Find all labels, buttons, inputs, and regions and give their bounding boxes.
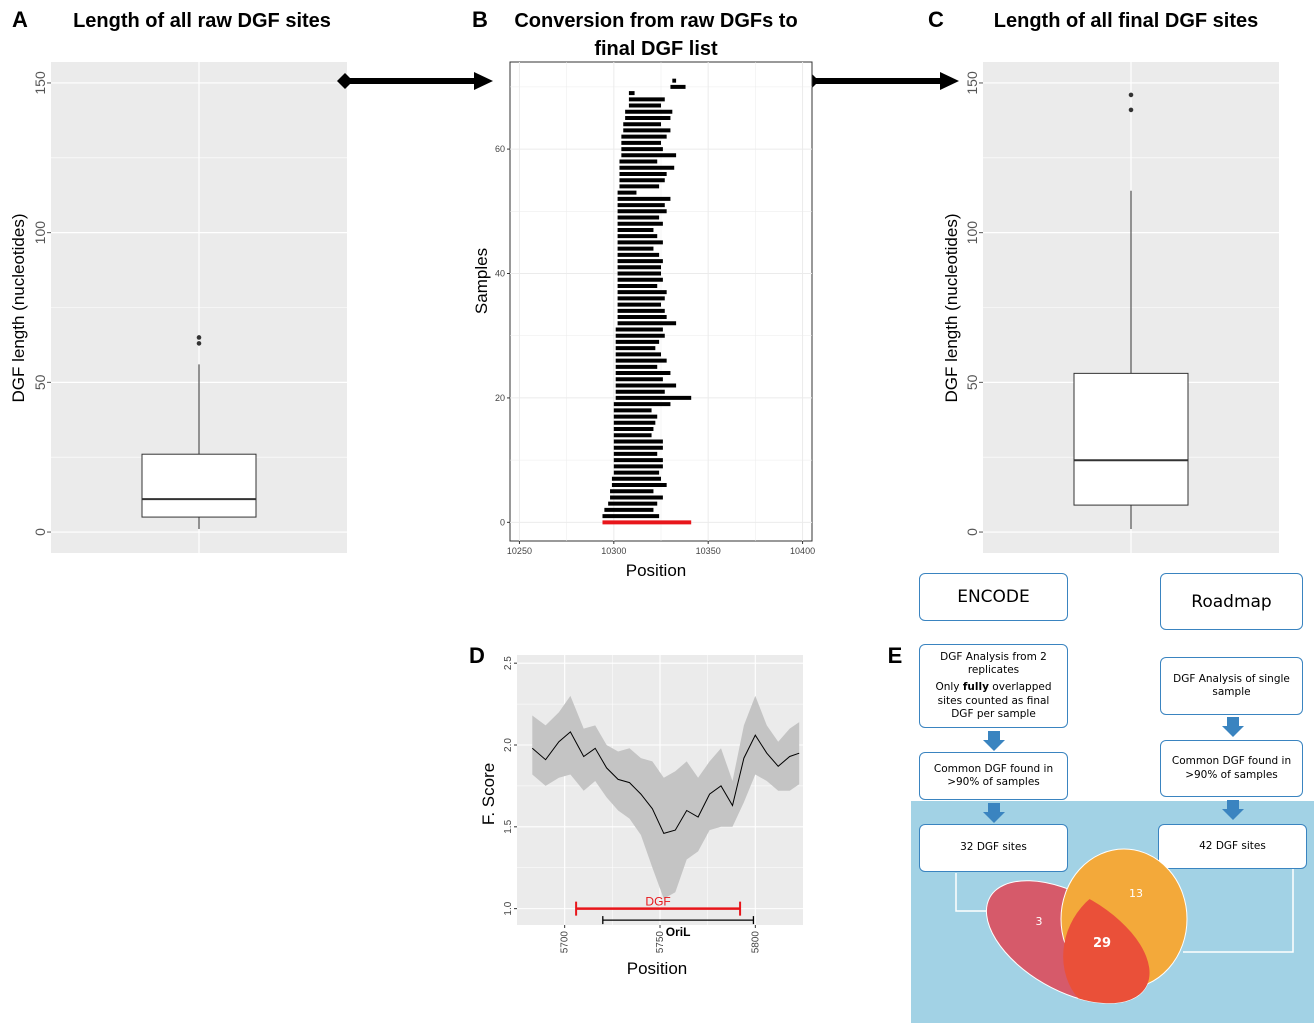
- panel-d-ticks: 5700 5750 5800 1.0 1.5 2.0 2.5: [503, 656, 761, 953]
- panel-b-xtick-label: 10250: [507, 546, 532, 556]
- panel-d-annotations: DGF OriL: [575, 895, 755, 939]
- panel-d-confidence-ribbon: [532, 695, 800, 899]
- diamond-icon: [337, 73, 353, 89]
- panel-c-ylabel: DGF length (nucleotides): [942, 214, 961, 403]
- panel-d-xlabel: Position: [627, 959, 687, 978]
- encode-analysis-line1: DGF Analysis from 2 replicates: [940, 651, 1047, 677]
- venn-overlap-count: 29: [1093, 936, 1111, 951]
- venn-diagram: 3 13 29: [955, 848, 1294, 1004]
- encode-analysis-box: DGF Analysis from 2 replicates Only full…: [919, 644, 1068, 728]
- panel-b-segments: [602, 78, 692, 525]
- fscore-line: [531, 731, 800, 834]
- panel-a-letter: A: [12, 7, 28, 32]
- panel-a-ytick-label: 0: [32, 528, 48, 536]
- encode-title: ENCODE: [957, 587, 1030, 607]
- encode-analysis-post: overlapped sites counted as final DGF pe…: [937, 681, 1052, 720]
- panel-c-ytick-label: 50: [964, 374, 980, 390]
- panel-a-ylabel: DGF length (nucleotides): [9, 214, 28, 403]
- panel-d-ylabel: F. Score: [479, 763, 498, 825]
- panel-b-ylabel: Samples: [472, 248, 491, 314]
- panel-b-xtick-label: 10400: [790, 546, 815, 556]
- panel-a-ytick-label: 50: [32, 374, 48, 390]
- panel-a-outlier: [196, 341, 202, 346]
- arrowhead-icon: [474, 72, 493, 90]
- panel-d-xtick-label: 5700: [560, 931, 571, 954]
- panel-c-ytick-label: 150: [964, 71, 980, 95]
- encode-common-text: Common DGF found in >90% of samples: [933, 762, 1054, 788]
- panel-a-title: Length of all raw DGF sites: [73, 10, 331, 32]
- panel-b-ticks: 10250 10300 10350 10400 0 20 40 60: [495, 144, 815, 556]
- panel-b-xtick-label: 10350: [696, 546, 721, 556]
- venn-encode-only-count: 3: [1036, 915, 1043, 928]
- panel-d-letter: D: [469, 643, 485, 668]
- panel-d-xtick-label: 5800: [750, 931, 761, 954]
- panel-b-ytick-label: 20: [495, 393, 505, 403]
- panel-b-xtick-label: 10300: [601, 546, 626, 556]
- dgf-label: DGF: [645, 895, 670, 909]
- panel-c-ytick-label: 0: [964, 528, 980, 536]
- panel-d: D DGF OriL 5700 5750 5800 1.0 1.5 2.0 2.5 Posit…: [469, 643, 803, 978]
- panel-d-xtick-label: 5750: [655, 931, 666, 954]
- panel-c-box: [1073, 372, 1189, 506]
- down-arrow-icon: [983, 803, 1005, 823]
- encode-analysis-bold: fully: [962, 681, 989, 694]
- down-arrow-icon: [1222, 800, 1244, 820]
- panel-c-ytick-label: 100: [964, 221, 980, 245]
- roadmap-box: Roadmap: [1160, 573, 1303, 630]
- encode-common-box: Common DGF found in >90% of samples: [919, 752, 1068, 800]
- roadmap-analysis-box: DGF Analysis of single sample: [1160, 657, 1303, 715]
- encode-box: ENCODE: [919, 573, 1068, 621]
- panel-c-boxplot: [1073, 92, 1189, 530]
- panel-d-ytick-label: 2.0: [503, 738, 514, 752]
- panel-c-outlier: [1128, 107, 1134, 113]
- panel-c: C Length of all final DGF sites 0 50 100 15…: [928, 7, 1279, 553]
- panel-b-xlabel: Position: [626, 561, 686, 580]
- arrowhead-icon: [940, 72, 959, 90]
- panel-b-title-line1: Conversion from raw DGFs to: [514, 10, 797, 32]
- oril-label: OriL: [666, 925, 691, 939]
- panel-b: B Conversion from raw DGFs to final DGF …: [472, 7, 815, 580]
- panel-b-title-line2: final DGF list: [594, 38, 718, 60]
- panel-c-letter: C: [928, 7, 944, 32]
- panel-c-outlier: [1128, 92, 1134, 98]
- panel-a-ytick-label: 150: [32, 71, 48, 95]
- roadmap-common-box: Common DGF found in >90% of samples: [1160, 740, 1303, 797]
- encode-sites-text: 32 DGF sites: [960, 841, 1027, 854]
- panel-a-ytick-label: 100: [32, 221, 48, 245]
- panel-a-boxplot: [141, 335, 257, 530]
- panel-b-ytick-label: 40: [495, 269, 505, 279]
- panel-a-outlier: [196, 335, 202, 340]
- roadmap-common-text: Common DGF found in >90% of samples: [1171, 755, 1292, 781]
- panel-c-title: Length of all final DGF sites: [994, 10, 1258, 32]
- panel-d-ytick-label: 1.0: [503, 901, 514, 915]
- roadmap-title: Roadmap: [1191, 591, 1272, 612]
- panel-a: A Length of all raw DGF sites 050100150 …: [9, 7, 347, 553]
- panel-c-yticks: 0 50 100 150: [964, 71, 983, 536]
- down-arrow-icon: [1222, 717, 1244, 737]
- roadmap-sites-text: 42 DGF sites: [1199, 839, 1266, 852]
- roadmap-sites-box: 42 DGF sites: [1158, 824, 1307, 869]
- encode-analysis-pre: Only: [935, 681, 963, 694]
- venn-roadmap-only-count: 13: [1129, 887, 1143, 900]
- panel-d-ytick-label: 1.5: [503, 819, 514, 833]
- panel-d-fscore-line: [531, 731, 800, 834]
- encode-analysis-line2: Only fully overlapped sites counted as f…: [926, 681, 1061, 720]
- panel-a-yticks: 0 50 100 150: [32, 71, 51, 536]
- panel-a-box: [141, 453, 257, 518]
- panel-b-letter: B: [472, 7, 488, 32]
- venn-overlap: [1038, 880, 1150, 1004]
- encode-sites-box: 32 DGF sites: [919, 824, 1068, 872]
- confidence-ribbon: [532, 695, 800, 899]
- panel-e-letter: E: [888, 643, 903, 668]
- panel-d-ytick-label: 2.5: [503, 656, 514, 670]
- down-arrow-icon: [983, 731, 1005, 751]
- roadmap-analysis-text: DGF Analysis of single sample: [1173, 672, 1290, 698]
- arrow-b-to-c: [803, 72, 959, 90]
- panel-b-ytick-label: 0: [500, 517, 505, 527]
- arrow-a-to-b: [337, 72, 493, 90]
- roadmap-connector: [1183, 869, 1294, 953]
- panel-b-ytick-label: 60: [495, 144, 505, 154]
